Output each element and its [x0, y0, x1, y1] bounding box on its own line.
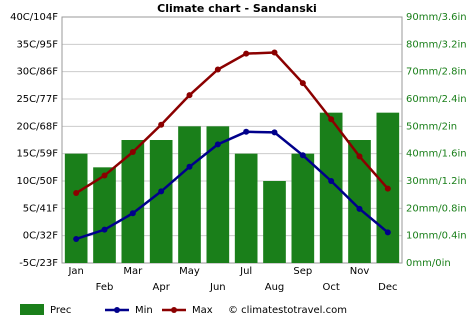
x-tick-label: Oct [323, 282, 340, 293]
y-tick-label: -5C/23F [19, 258, 58, 269]
bar [319, 112, 343, 264]
annotation: © climatestotravel.com [228, 305, 347, 316]
point [243, 50, 250, 57]
line [75, 130, 389, 241]
legend-label: Max [192, 305, 213, 316]
legend-swatch [20, 304, 44, 315]
point [271, 49, 278, 56]
bar [121, 140, 145, 263]
point [186, 92, 193, 99]
x-tick-label: Apr [153, 282, 171, 293]
y2-tick-label: 50mm/2in [406, 121, 457, 132]
point [356, 153, 363, 160]
x-tick-label: Feb [96, 282, 114, 293]
x-tick-label: Aug [265, 282, 285, 293]
point [271, 129, 278, 136]
point [214, 141, 221, 148]
point [158, 188, 165, 195]
y2-tick-label: 30mm/1.2in [406, 176, 467, 187]
y-tick-label: 30C/86F [16, 67, 58, 78]
point [384, 185, 391, 192]
y2-tick-label: 60mm/2.4in [406, 94, 467, 105]
legend-marker [171, 307, 177, 313]
y-tick-label: 10C/50F [16, 176, 58, 187]
bar [149, 140, 173, 263]
legend-label: Min [135, 305, 153, 316]
y-tick-label: 40C/104F [10, 12, 58, 23]
bar [234, 153, 258, 263]
point [384, 229, 391, 236]
point [299, 80, 306, 87]
plot-frame [61, 16, 403, 264]
y2-tick-label: 20mm/0.8in [406, 203, 467, 214]
x-tick-label: May [179, 266, 200, 277]
y-tick-label: 25C/77F [16, 94, 58, 105]
point [299, 152, 306, 159]
y2-tick-label: 10mm/0.4in [406, 231, 467, 242]
point [158, 121, 165, 128]
bar [348, 140, 371, 263]
bar [178, 126, 201, 263]
y-tick-label: 35C/95F [16, 39, 58, 50]
line [75, 51, 389, 195]
y2-tick-label: 0mm/0in [406, 258, 451, 269]
bar [64, 153, 88, 263]
point [328, 116, 335, 123]
x-tick-label: Dec [378, 282, 397, 293]
y2-tick-label: 90mm/3.6in [406, 12, 467, 23]
point [186, 163, 193, 170]
y2-tick-label: 70mm/2.8in [406, 67, 467, 78]
x-tick-label: Mar [123, 266, 143, 277]
chart-title: Climate chart - Sandanski [157, 2, 317, 15]
x-tick-label: Jun [209, 282, 226, 293]
bar [263, 181, 286, 263]
point [214, 66, 221, 73]
point [101, 226, 108, 233]
bar [291, 153, 315, 263]
y-tick-label: 0C/32F [23, 231, 58, 242]
point [73, 235, 80, 242]
y-tick-label: 15C/59F [16, 149, 58, 160]
point [129, 210, 136, 217]
x-tick-label: Jan [67, 266, 83, 277]
y-tick-label: 5C/41F [23, 203, 58, 214]
point [243, 128, 250, 135]
legend-marker [114, 307, 120, 313]
point [356, 205, 363, 212]
point [73, 190, 80, 197]
bar [206, 126, 230, 263]
y-tick-label: 20C/68F [16, 121, 58, 132]
x-tick-label: Sep [293, 266, 312, 277]
point [328, 178, 335, 184]
y2-tick-label: 80mm/3.2in [406, 39, 467, 50]
x-tick-label: Nov [350, 266, 370, 277]
bar [93, 167, 116, 263]
x-tick-label: Jul [239, 266, 252, 277]
legend-label: Prec [50, 305, 71, 316]
point [129, 149, 136, 156]
y2-tick-label: 40mm/1.6in [406, 149, 467, 160]
point [101, 172, 108, 179]
